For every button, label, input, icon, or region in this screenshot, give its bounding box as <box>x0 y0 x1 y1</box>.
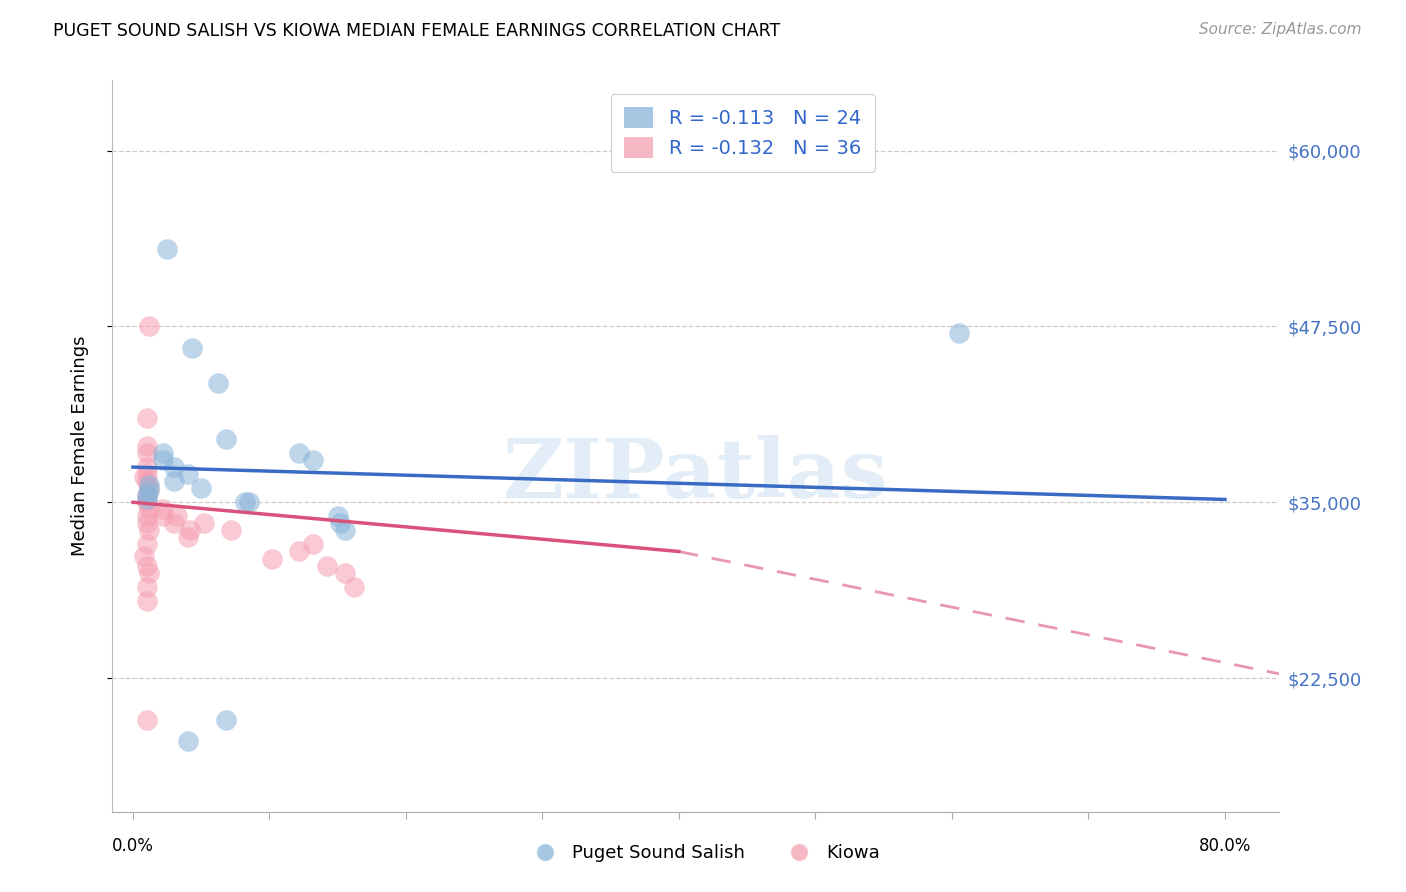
Legend: Puget Sound Salish, Kiowa: Puget Sound Salish, Kiowa <box>519 838 887 870</box>
Point <box>138 319 160 334</box>
Point <box>238 495 260 509</box>
Point <box>215 714 238 728</box>
Point <box>138 478 160 492</box>
Point <box>233 495 256 509</box>
Point <box>190 481 212 495</box>
Point <box>176 530 198 544</box>
Point <box>135 439 157 453</box>
Point <box>135 495 157 509</box>
Point <box>138 481 160 495</box>
Point <box>219 524 242 538</box>
Point <box>138 524 160 538</box>
Point <box>179 524 201 538</box>
Point <box>288 446 311 460</box>
Point <box>135 446 157 460</box>
Point <box>302 537 325 551</box>
Point <box>138 483 160 498</box>
Point <box>152 453 174 467</box>
Point <box>163 474 186 488</box>
Point <box>152 446 174 460</box>
Point <box>333 566 356 580</box>
Point <box>288 544 311 558</box>
Point <box>262 551 284 566</box>
Point <box>152 509 174 524</box>
Point <box>135 580 157 594</box>
Point <box>176 734 198 748</box>
Point <box>215 432 238 446</box>
Point <box>135 474 157 488</box>
Point <box>329 516 352 531</box>
Point <box>135 488 157 502</box>
Text: PUGET SOUND SALISH VS KIOWA MEDIAN FEMALE EARNINGS CORRELATION CHART: PUGET SOUND SALISH VS KIOWA MEDIAN FEMAL… <box>53 22 780 40</box>
Point <box>333 524 356 538</box>
Text: ZIPatlas: ZIPatlas <box>503 435 889 516</box>
Point <box>135 488 157 502</box>
Point <box>135 460 157 475</box>
Text: 80.0%: 80.0% <box>1199 837 1251 855</box>
Point <box>180 341 202 355</box>
Point <box>152 502 174 516</box>
Legend: R = -0.113   N = 24, R = -0.132   N = 36: R = -0.113 N = 24, R = -0.132 N = 36 <box>610 94 875 172</box>
Text: 0.0%: 0.0% <box>112 837 153 855</box>
Point <box>326 509 349 524</box>
Point <box>156 242 179 256</box>
Text: Source: ZipAtlas.com: Source: ZipAtlas.com <box>1198 22 1361 37</box>
Point <box>132 470 155 484</box>
Point <box>132 549 155 563</box>
Point <box>138 566 160 580</box>
Point <box>135 509 157 524</box>
Point <box>135 714 157 728</box>
Point <box>166 509 188 524</box>
Point <box>193 516 215 531</box>
Point <box>135 492 157 507</box>
Point <box>138 502 160 516</box>
Point <box>135 516 157 531</box>
Point <box>176 467 198 482</box>
Point <box>163 516 186 531</box>
Point <box>302 453 325 467</box>
Point <box>207 376 229 390</box>
Point <box>135 593 157 607</box>
Point <box>135 410 157 425</box>
Point <box>163 460 186 475</box>
Point <box>948 326 970 341</box>
Point <box>135 558 157 573</box>
Point <box>343 580 366 594</box>
Point <box>135 537 157 551</box>
Y-axis label: Median Female Earnings: Median Female Earnings <box>70 335 89 557</box>
Point <box>315 558 337 573</box>
Point <box>135 467 157 482</box>
